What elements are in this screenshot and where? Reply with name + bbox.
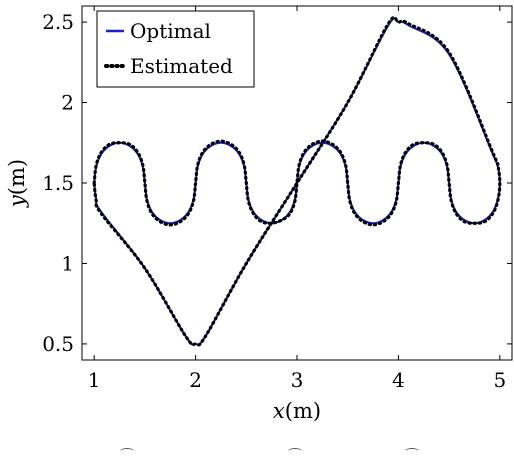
legend: Optimal Estimated xyxy=(96,10,255,88)
legend-box xyxy=(96,10,255,88)
x-axis-title: x(m) xyxy=(273,399,321,423)
x-tick-label-3: 4 xyxy=(392,368,405,392)
y-tick-label-0: 0.5 xyxy=(42,332,74,356)
y-tick-label-3: 2 xyxy=(61,91,74,115)
y-tick-label-2: 1.5 xyxy=(42,171,74,195)
series-line-estimated xyxy=(92,15,502,347)
axis-tick-labels: 1 2 3 4 5 0.5 1 1.5 2 2.5 xyxy=(42,10,506,392)
series-layer xyxy=(92,15,502,347)
legend-label-optimal: Optimal xyxy=(130,19,211,43)
x-tick-label-2: 3 xyxy=(291,368,304,392)
x-tick-label-0: 1 xyxy=(88,368,101,392)
y-axis-title: y(m) xyxy=(5,159,29,208)
trajectory-chart: 1 2 3 4 5 0.5 1 1.5 2 2.5 x(m) y(m) Optimal Estim… xyxy=(5,5,513,423)
cropped-caption-fragment xyxy=(0,446,514,458)
axis-ticks xyxy=(82,6,512,360)
y-tick-label-1: 1 xyxy=(61,251,74,275)
legend-label-estimated: Estimated xyxy=(130,54,233,78)
x-tick-label-1: 2 xyxy=(189,368,202,392)
y-tick-label-4: 2.5 xyxy=(42,10,74,34)
x-tick-label-4: 5 xyxy=(493,368,506,392)
